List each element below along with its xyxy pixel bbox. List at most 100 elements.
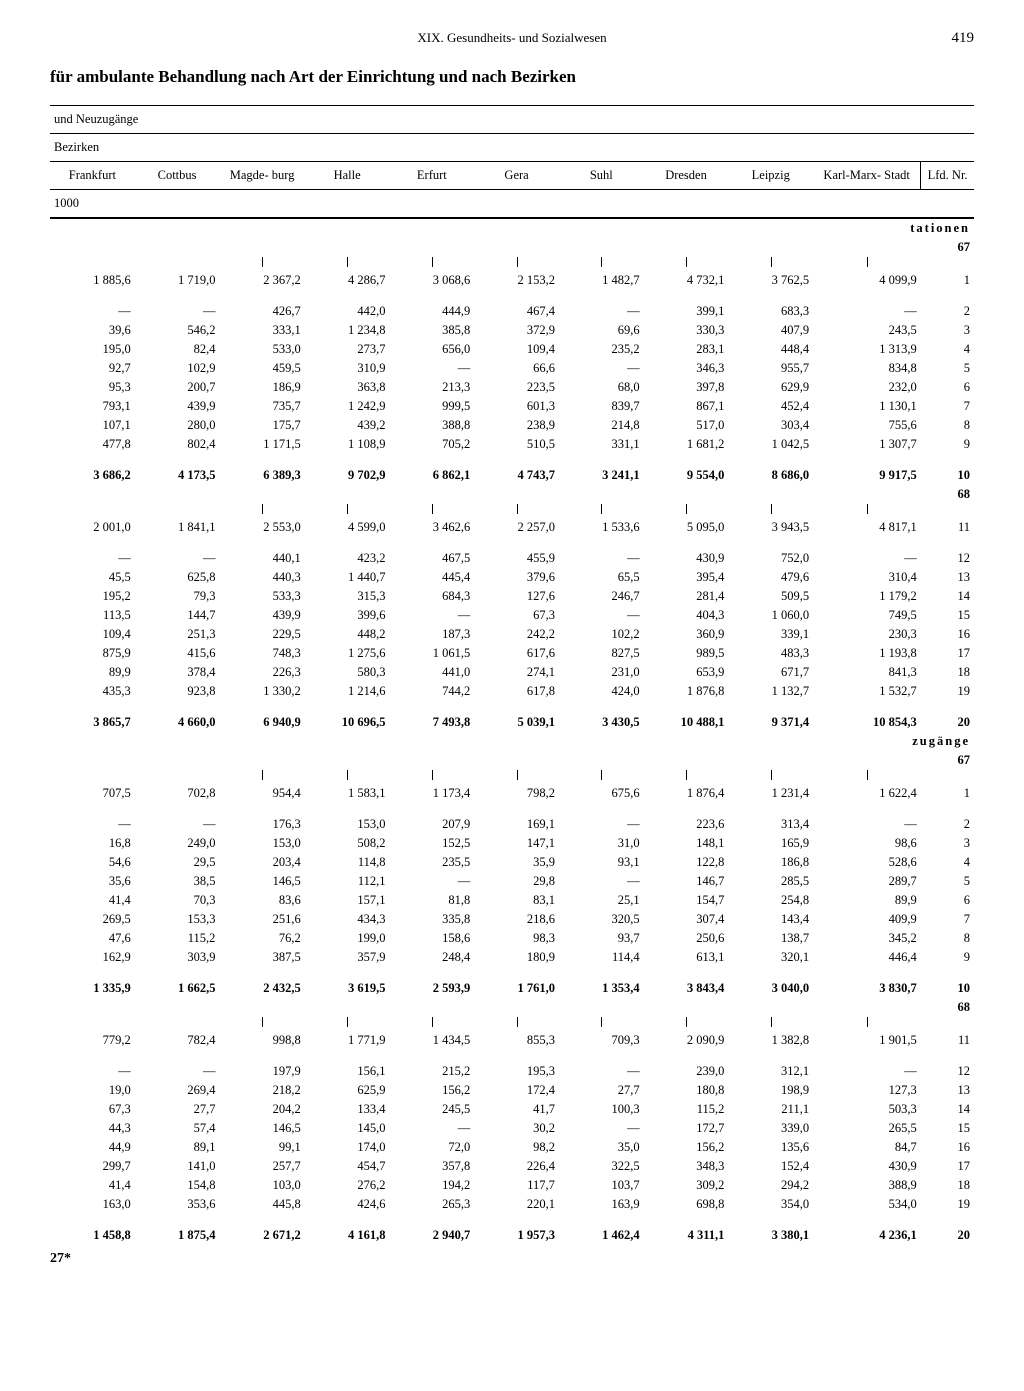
table-cell: 1 313,9	[813, 340, 921, 359]
table-cell: 44,9	[50, 1138, 135, 1157]
table-cell: 145,0	[305, 1119, 390, 1138]
table-cell: 1	[921, 271, 974, 290]
table-cell: 440,1	[219, 549, 304, 568]
table-cell: 235,5	[390, 853, 475, 872]
table-cell: 169,1	[474, 815, 559, 834]
table-cell: 29,5	[135, 853, 220, 872]
table-cell: 285,5	[728, 872, 813, 891]
table-cell: 112,1	[305, 872, 390, 891]
table-cell: —	[50, 1062, 135, 1081]
table-cell: 152,5	[390, 834, 475, 853]
table-cell: 2	[921, 302, 974, 321]
table-cell: 399,6	[305, 606, 390, 625]
table-cell: 434,3	[305, 910, 390, 929]
table-cell: 2 001,0	[50, 518, 135, 537]
table-cell: 1 434,5	[390, 1031, 475, 1050]
table-cell: 231,0	[559, 663, 644, 682]
table-cell: 299,7	[50, 1157, 135, 1176]
table-cell: 353,6	[135, 1195, 220, 1214]
table-cell: 31,0	[559, 834, 644, 853]
table-cell: 508,2	[305, 834, 390, 853]
table-cell: 834,8	[813, 359, 921, 378]
table-cell: 25,1	[559, 891, 644, 910]
table-cell: 4 660,0	[135, 713, 220, 732]
table-cell: 698,8	[644, 1195, 729, 1214]
table-cell: 955,7	[728, 359, 813, 378]
table-cell: 4 236,1	[813, 1226, 921, 1245]
table-cell: —	[135, 815, 220, 834]
table-cell: 3	[921, 834, 974, 853]
table-cell	[50, 504, 135, 518]
table-cell: 218,6	[474, 910, 559, 929]
table-cell: 195,3	[474, 1062, 559, 1081]
table-cell: 156,2	[390, 1081, 475, 1100]
table-cell: 430,9	[813, 1157, 921, 1176]
table-cell: 10	[921, 979, 974, 998]
table-cell: 100,3	[559, 1100, 644, 1119]
table-cell: 172,7	[644, 1119, 729, 1138]
table-cell: 867,1	[644, 397, 729, 416]
table-cell: 303,4	[728, 416, 813, 435]
table-cell: 81,8	[390, 891, 475, 910]
table-cell: 13	[921, 568, 974, 587]
table-cell: 510,5	[474, 435, 559, 454]
table-cell: 1 841,1	[135, 518, 220, 537]
table-cell: 16,8	[50, 834, 135, 853]
table-cell: 335,8	[390, 910, 475, 929]
table-cell: —	[50, 302, 135, 321]
table-cell: 109,4	[474, 340, 559, 359]
table-cell: 4 311,1	[644, 1226, 729, 1245]
table-cell	[559, 770, 644, 784]
table-cell: 445,4	[390, 568, 475, 587]
table-cell: 446,4	[813, 948, 921, 967]
table-cell: 213,3	[390, 378, 475, 397]
table-cell: 528,6	[813, 853, 921, 872]
table-cell: 320,5	[559, 910, 644, 929]
table-cell	[390, 257, 475, 271]
table-cell: 12	[921, 549, 974, 568]
table-cell: 3 762,5	[728, 271, 813, 290]
table-cell: 67,3	[50, 1100, 135, 1119]
table-cell: 265,5	[813, 1119, 921, 1138]
table-cell: 1 719,0	[135, 271, 220, 290]
table-cell	[219, 1017, 304, 1031]
table-cell: 146,5	[219, 872, 304, 891]
table-cell: 226,3	[219, 663, 304, 682]
table-cell: 1 231,4	[728, 784, 813, 803]
table-cell: 7	[921, 910, 974, 929]
table-cell: 45,5	[50, 568, 135, 587]
table-cell: 3	[921, 321, 974, 340]
table-cell: 2 553,0	[219, 518, 304, 537]
table-cell: 4 173,5	[135, 466, 220, 485]
table-cell: 174,0	[305, 1138, 390, 1157]
table-cell: 1 108,9	[305, 435, 390, 454]
table-cell: 399,1	[644, 302, 729, 321]
table-cell: 238,9	[474, 416, 559, 435]
table-cell: 254,8	[728, 891, 813, 910]
table-cell: 749,5	[813, 606, 921, 625]
table-cell	[50, 454, 974, 466]
table-cell: 135,6	[728, 1138, 813, 1157]
table-cell	[921, 1017, 974, 1031]
table-cell: 211,1	[728, 1100, 813, 1119]
column-header-row: Frankfurt Cottbus Magde- burg Halle Erfu…	[50, 162, 974, 190]
table-cell: 702,8	[135, 784, 220, 803]
table-cell: 207,9	[390, 815, 475, 834]
table-cell: 5	[921, 359, 974, 378]
table-cell: 755,6	[813, 416, 921, 435]
table-cell: 144,7	[135, 606, 220, 625]
col-cottbus: Cottbus	[135, 162, 220, 190]
table-cell	[921, 257, 974, 271]
table-cell: 1 132,7	[728, 682, 813, 701]
table-cell: 7	[921, 397, 974, 416]
table-cell: 1 533,6	[559, 518, 644, 537]
table-cell: 194,2	[390, 1176, 475, 1195]
table-cell: 239,0	[644, 1062, 729, 1081]
table-cell: 83,6	[219, 891, 304, 910]
data-table: und Neuzugänge Bezirken Frankfurt Cottbu…	[50, 105, 974, 1245]
table-cell: 5 039,1	[474, 713, 559, 732]
table-cell: 198,9	[728, 1081, 813, 1100]
table-cell: 35,6	[50, 872, 135, 891]
header-row-1: und Neuzugänge	[50, 106, 974, 134]
table-cell: 444,9	[390, 302, 475, 321]
